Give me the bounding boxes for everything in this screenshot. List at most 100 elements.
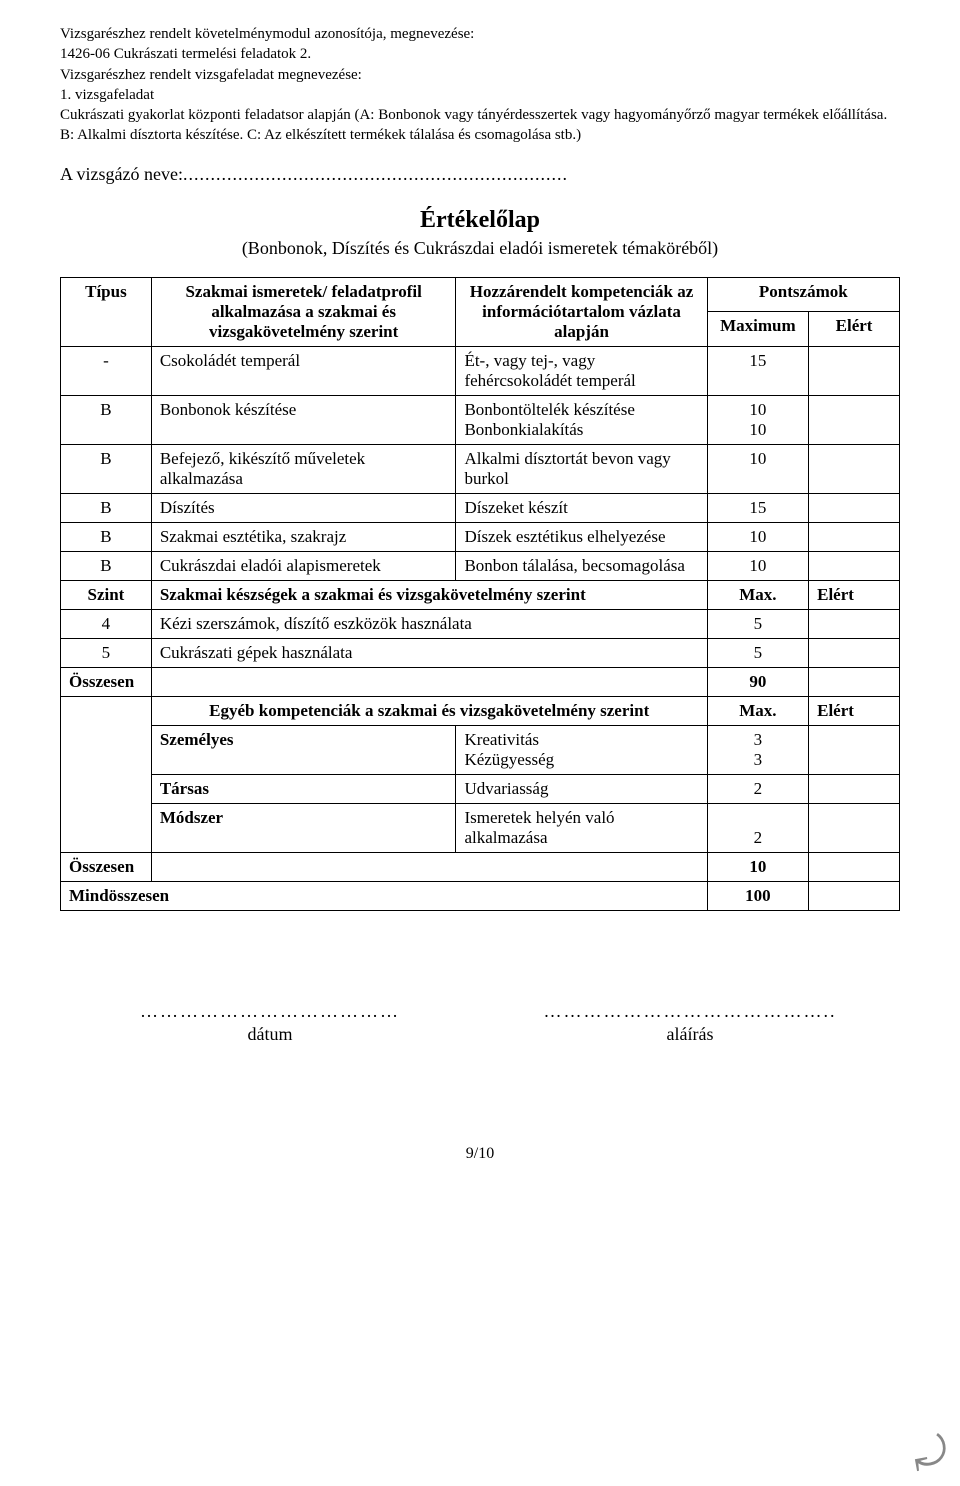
cell-max: 10 bbox=[707, 551, 809, 580]
cell-elert[interactable] bbox=[809, 346, 900, 395]
cell-egyeb-max: 3 3 bbox=[707, 725, 809, 774]
egyeb-header-row: Egyéb kompetenciák a szakmai és vizsgakö… bbox=[61, 696, 900, 725]
cell-elert[interactable] bbox=[809, 493, 900, 522]
cell-max: 10 bbox=[707, 444, 809, 493]
cell-egyeb-max: 2 bbox=[707, 774, 809, 803]
table-row: - Csokoládét temperál Ét-, vagy tej-, va… bbox=[61, 346, 900, 395]
document-title: Értékelőlap bbox=[60, 207, 900, 234]
cell-ism: Csokoládét temperál bbox=[151, 346, 456, 395]
cell-komp: Díszek esztétikus elhelyezése bbox=[456, 522, 707, 551]
egyeb-row: Módszer Ismeretek helyén való alkalmazás… bbox=[61, 803, 900, 852]
signature-row: ………………………………… dátum …………………………………….. alá… bbox=[60, 1001, 900, 1045]
table-row: B Cukrászdai eladói alapismeretek Bonbon… bbox=[61, 551, 900, 580]
cell-ism: Szakmai esztétika, szakrajz bbox=[151, 522, 456, 551]
cell-elert[interactable] bbox=[809, 667, 900, 696]
cell-komp: Alkalmi dísztortát bevon vagy burkol bbox=[456, 444, 707, 493]
page-curl-icon: ⤾ bbox=[909, 1427, 952, 1480]
cell-skill-max: 5 bbox=[707, 638, 809, 667]
table-row: B Befejező, kikészítő műveletek alkalmaz… bbox=[61, 444, 900, 493]
osszesen-value: 10 bbox=[707, 852, 809, 881]
osszesen-label: Összesen bbox=[61, 852, 152, 881]
th-egyeb-max: Max. bbox=[707, 696, 809, 725]
table-row: B Szakmai esztétika, szakrajz Díszek esz… bbox=[61, 522, 900, 551]
examinee-name-line: A vizsgázó neve:........................… bbox=[60, 164, 900, 185]
date-dotted-field[interactable]: ………………………………… bbox=[120, 1001, 420, 1022]
cell-elert[interactable] bbox=[809, 803, 900, 852]
egyeb-row: Személyes Kreativitás Kézügyesség 3 3 bbox=[61, 725, 900, 774]
cell-szint: 5 bbox=[61, 638, 152, 667]
cell-type: B bbox=[61, 551, 152, 580]
table-row: B Bonbonok készítése Bonbontöltelék kész… bbox=[61, 395, 900, 444]
page-number: 9/10 bbox=[60, 1145, 900, 1163]
cell-type: B bbox=[61, 522, 152, 551]
mindossz-label: Mindösszesen bbox=[61, 881, 708, 910]
th-maximum: Maximum bbox=[707, 312, 809, 347]
cell-elert[interactable] bbox=[809, 881, 900, 910]
th-szint: Szint bbox=[61, 580, 152, 609]
cell-max: 15 bbox=[707, 493, 809, 522]
subtotal-row: Összesen 90 bbox=[61, 667, 900, 696]
th-ismeretek: Szakmai ismeretek/ feladatprofil alkalma… bbox=[151, 277, 456, 346]
header-block: Vizsgarészhez rendelt követelménymodul a… bbox=[60, 24, 900, 146]
signature-label: aláírás bbox=[540, 1024, 840, 1045]
cell-elert[interactable] bbox=[809, 395, 900, 444]
header-line: Vizsgarészhez rendelt vizsgafeladat megn… bbox=[60, 65, 900, 85]
th-skills-elert: Elért bbox=[809, 580, 900, 609]
cell-elert[interactable] bbox=[809, 444, 900, 493]
cell-skill-label: Cukrászati gépek használata bbox=[151, 638, 707, 667]
cell-elert[interactable] bbox=[809, 551, 900, 580]
th-skills-max: Max. bbox=[707, 580, 809, 609]
cell-elert[interactable] bbox=[809, 725, 900, 774]
cell-egyeb-cat: Személyes bbox=[151, 725, 456, 774]
cell-ism: Bonbonok készítése bbox=[151, 395, 456, 444]
cell-elert[interactable] bbox=[809, 522, 900, 551]
cell-egyeb-komp: Kreativitás Kézügyesség bbox=[456, 725, 707, 774]
cell-egyeb-cat: Módszer bbox=[151, 803, 456, 852]
cell-egyeb-max: 2 bbox=[707, 803, 809, 852]
signature-dotted-field[interactable]: …………………………………….. bbox=[540, 1001, 840, 1022]
header-line: 1. vizsgafeladat bbox=[60, 85, 900, 105]
th-egyeb-elert: Elért bbox=[809, 696, 900, 725]
date-label: dátum bbox=[120, 1024, 420, 1045]
skill-row: 5 Cukrászati gépek használata 5 bbox=[61, 638, 900, 667]
mindossz-value: 100 bbox=[707, 881, 809, 910]
th-kompetenciak: Hozzárendelt kompetenciák az információt… bbox=[456, 277, 707, 346]
grand-total-row: Mindösszesen 100 bbox=[61, 881, 900, 910]
cell-komp: Ét-, vagy tej-, vagy fehércsokoládét tem… bbox=[456, 346, 707, 395]
cell-komp: Bonbontöltelék készítése Bonbonkialakítá… bbox=[456, 395, 707, 444]
cell-ism: Díszítés bbox=[151, 493, 456, 522]
cell-type: B bbox=[61, 444, 152, 493]
egyeb-row: Társas Udvariasság 2 bbox=[61, 774, 900, 803]
th-pontszamok: Pontszámok bbox=[707, 277, 899, 312]
cell-elert[interactable] bbox=[809, 852, 900, 881]
cell-elert[interactable] bbox=[809, 609, 900, 638]
name-label: A vizsgázó neve: bbox=[60, 164, 183, 184]
cell-egyeb-komp: Ismeretek helyén való alkalmazása bbox=[456, 803, 707, 852]
th-skills-label: Szakmai készségek a szakmai és vizsgaköv… bbox=[151, 580, 707, 609]
skill-row: 4 Kézi szerszámok, díszítő eszközök hasz… bbox=[61, 609, 900, 638]
osszesen-label: Összesen bbox=[61, 667, 152, 696]
cell-max: 10 bbox=[707, 522, 809, 551]
cell-elert[interactable] bbox=[809, 638, 900, 667]
skills-header-row: Szint Szakmai készségek a szakmai és viz… bbox=[61, 580, 900, 609]
th-elert: Elért bbox=[809, 312, 900, 347]
cell-skill-label: Kézi szerszámok, díszítő eszközök haszná… bbox=[151, 609, 707, 638]
th-egyeb-label: Egyéb kompetenciák a szakmai és vizsgakö… bbox=[151, 696, 707, 725]
cell-max: 15 bbox=[707, 346, 809, 395]
empty-cell bbox=[61, 696, 152, 852]
cell-type: - bbox=[61, 346, 152, 395]
osszesen-value: 90 bbox=[707, 667, 809, 696]
cell-ism: Befejező, kikészítő műveletek alkalmazás… bbox=[151, 444, 456, 493]
header-line: 1426-06 Cukrászati termelési feladatok 2… bbox=[60, 44, 900, 64]
cell-elert[interactable] bbox=[809, 774, 900, 803]
subtotal-row: Összesen 10 bbox=[61, 852, 900, 881]
cell-skill-max: 5 bbox=[707, 609, 809, 638]
cell-komp: Díszeket készít bbox=[456, 493, 707, 522]
th-tipus: Típus bbox=[61, 277, 152, 346]
header-line: Vizsgarészhez rendelt követelménymodul a… bbox=[60, 24, 900, 44]
evaluation-table: Típus Szakmai ismeretek/ feladatprofil a… bbox=[60, 277, 900, 911]
name-dotted-field[interactable]: ........................................… bbox=[183, 164, 568, 184]
empty-cell bbox=[151, 667, 707, 696]
cell-type: B bbox=[61, 395, 152, 444]
empty-cell bbox=[151, 852, 707, 881]
